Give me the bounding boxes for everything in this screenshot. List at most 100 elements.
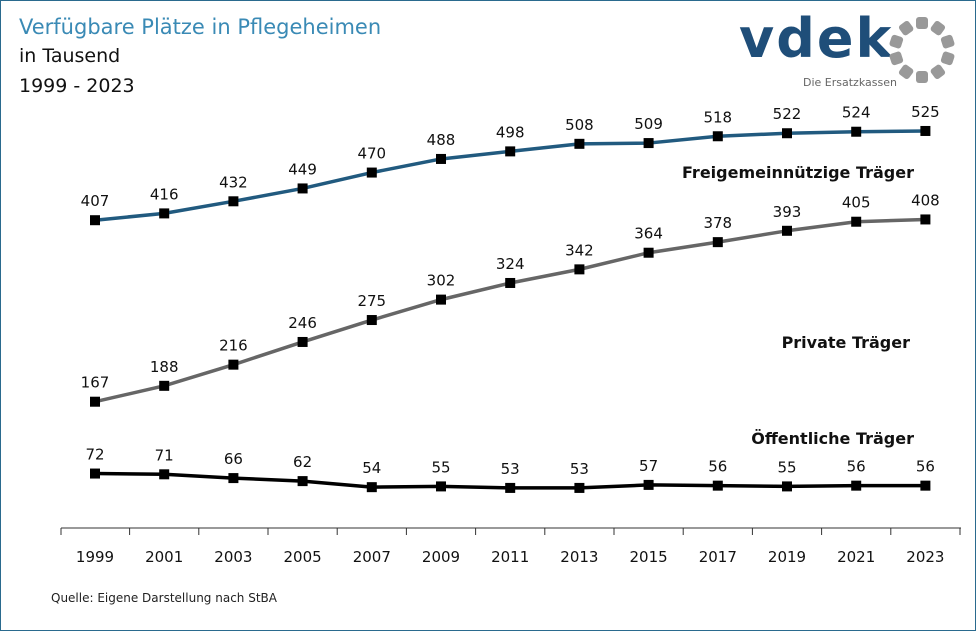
data-label: 432: [219, 173, 248, 191]
data-point: [505, 146, 516, 157]
series-group: 72 71 66 62 54 55 53 53 57 56 55 56 56: [85, 446, 935, 493]
data-point: [505, 482, 516, 493]
data-label: 62: [293, 453, 312, 471]
data-point: [643, 138, 654, 149]
logo-ring-segment: [916, 71, 928, 83]
x-tick-label: 2001: [145, 548, 183, 566]
data-label: 518: [703, 108, 732, 126]
data-label: 56: [708, 458, 727, 476]
x-tick-label: 2021: [837, 548, 875, 566]
chart-period: 1999 - 2023: [19, 75, 135, 97]
logo-ring-segment: [889, 51, 904, 66]
series-line: [93, 217, 928, 404]
data-point: [920, 125, 931, 136]
data-point: [228, 359, 239, 370]
data-point: [920, 214, 931, 225]
data-point: [159, 469, 170, 480]
data-label: 53: [570, 460, 589, 478]
x-tick-label: 1999: [76, 548, 114, 566]
series-name-label: Öffentliche Träger: [751, 429, 914, 448]
data-label: 508: [565, 116, 594, 134]
x-tick-label: 2015: [630, 548, 668, 566]
logo-ring-segment: [889, 34, 904, 49]
data-point: [297, 183, 308, 194]
data-label: 56: [916, 458, 935, 476]
source-note: Quelle: Eigene Darstellung nach StBA: [51, 591, 277, 605]
data-point: [712, 131, 723, 142]
data-point: [159, 208, 170, 219]
data-point: [574, 264, 585, 275]
data-label: 55: [777, 458, 796, 476]
data-label: 167: [81, 374, 110, 392]
x-tick-label: 2019: [768, 548, 806, 566]
data-point: [366, 315, 377, 326]
data-point: [90, 468, 100, 479]
data-label: 56: [847, 458, 866, 476]
data-label: 525: [911, 103, 940, 121]
data-label: 405: [842, 194, 871, 212]
data-point: [159, 380, 170, 391]
data-label: 470: [357, 145, 386, 163]
data-label: 246: [288, 314, 317, 332]
x-tick-label: 2023: [906, 548, 944, 566]
data-point: [851, 216, 862, 227]
series-name-label: Private Träger: [782, 333, 911, 352]
data-point: [436, 153, 446, 164]
data-point: [574, 138, 585, 149]
data-label: 324: [496, 255, 525, 273]
x-tick-label: 2017: [699, 548, 737, 566]
data-label: 71: [155, 446, 174, 464]
logo-ring-segment: [916, 17, 928, 29]
data-label: 53: [501, 460, 520, 478]
data-label: 275: [357, 292, 386, 310]
logo-ring-icon: [889, 17, 955, 83]
data-point: [436, 294, 446, 305]
data-point: [643, 479, 654, 490]
data-point: [90, 396, 100, 407]
series-group: 167 188 216 246 275 302 324 342 364 378 393 405 408: [81, 191, 940, 407]
logo-tagline: Die Ersatzkassen: [803, 76, 897, 89]
data-point: [782, 225, 792, 236]
data-label: 407: [81, 192, 110, 210]
series-name-label: Freigemeinnützige Träger: [682, 163, 914, 182]
x-tick-label: 2013: [560, 548, 598, 566]
data-point: [643, 247, 654, 258]
data-point: [505, 277, 516, 288]
data-label: 393: [773, 203, 802, 221]
data-label: 524: [842, 104, 871, 122]
data-point: [366, 167, 377, 178]
data-point: [712, 480, 723, 491]
x-tick-label: 2011: [491, 548, 529, 566]
data-label: 364: [634, 225, 663, 243]
data-point: [366, 482, 377, 493]
data-label: 378: [703, 214, 732, 232]
series-group: 407 416 432 449 470 488 498 508 509 518 522 524 525: [81, 103, 940, 226]
x-tick-label: 2009: [422, 548, 460, 566]
chart-subtitle: in Tausend: [19, 45, 121, 67]
data-point: [851, 480, 862, 491]
logo-ring-segment: [930, 20, 946, 36]
data-label: 449: [288, 160, 317, 178]
data-label: 488: [427, 131, 456, 149]
data-point: [782, 481, 792, 492]
data-point: [90, 215, 100, 226]
data-point: [228, 473, 239, 484]
data-label: 54: [362, 459, 381, 477]
data-point: [851, 126, 862, 137]
data-point: [920, 480, 931, 491]
data-label: 522: [773, 105, 802, 123]
logo-ring-segment: [940, 51, 955, 66]
chart-title: Verfügbare Plätze in Pflegeheimen: [19, 15, 382, 39]
data-label: 509: [634, 115, 663, 133]
data-label: 57: [639, 457, 658, 475]
data-label: 66: [224, 450, 243, 468]
logo-ring-segment: [940, 34, 955, 49]
logo-wordmark: vdek: [739, 7, 894, 70]
x-tick-label: 2007: [353, 548, 391, 566]
data-label: 216: [219, 337, 248, 355]
data-label: 188: [150, 358, 179, 376]
data-label: 498: [496, 123, 525, 141]
data-label: 408: [911, 191, 940, 209]
